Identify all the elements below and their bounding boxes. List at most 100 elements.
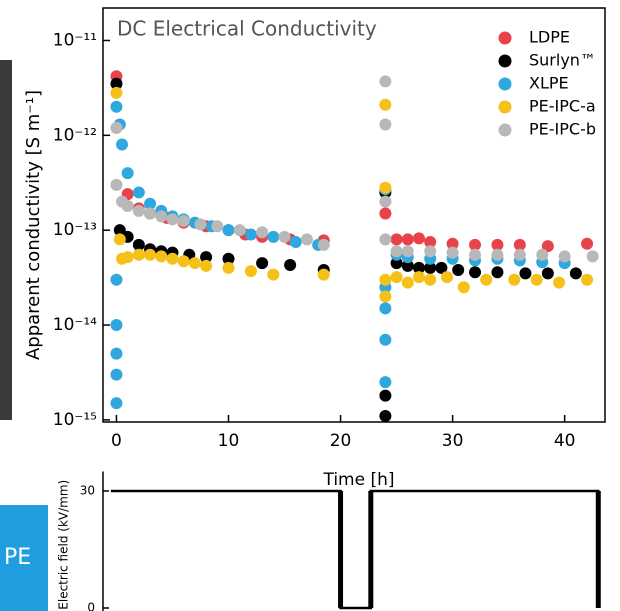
data-point [379, 333, 392, 346]
data-point [519, 267, 532, 280]
data-point [200, 251, 213, 264]
data-point [412, 271, 425, 284]
data-point [390, 245, 403, 258]
data-point [469, 266, 482, 279]
data-point [390, 233, 403, 246]
data-point [513, 238, 526, 251]
data-point [278, 230, 291, 243]
data-point [113, 224, 126, 237]
data-point [553, 276, 566, 289]
data-point [144, 207, 157, 220]
data-point [536, 248, 549, 261]
data-point [581, 273, 594, 286]
data-point [379, 389, 392, 402]
data-point [244, 228, 257, 241]
data-point [317, 238, 330, 251]
data-point [530, 273, 543, 286]
x-tick-label: 10 [218, 431, 240, 451]
data-point [284, 258, 297, 271]
data-point [541, 267, 554, 280]
data-point [116, 138, 129, 151]
data-point [541, 240, 554, 253]
data-point [110, 347, 123, 360]
side-panel [0, 505, 48, 611]
data-point [569, 267, 582, 280]
data-point [110, 178, 123, 191]
x-axis-label: Time [h] [322, 470, 394, 490]
data-point [222, 252, 235, 265]
x-tick-label: 0 [111, 431, 122, 451]
data-point [424, 245, 437, 258]
data-point [586, 250, 599, 263]
data-point [144, 197, 157, 210]
data-point [110, 273, 123, 286]
data-point [244, 265, 257, 278]
legend-label: LDPE [529, 28, 570, 47]
data-point [379, 233, 392, 246]
data-point [452, 264, 465, 277]
data-point [457, 281, 470, 294]
data-point [379, 207, 392, 220]
data-point [110, 100, 123, 113]
legend-label: XLPE [529, 74, 569, 93]
data-point [256, 257, 269, 270]
legend-label: PE-IPC-b [529, 120, 596, 139]
x-tick-label: 30 [442, 431, 464, 451]
data-point [401, 259, 414, 272]
data-point [110, 368, 123, 381]
data-point [110, 397, 123, 410]
data-point [379, 118, 392, 131]
chart-title: DC Electrical Conductivity [117, 17, 377, 41]
data-point [581, 237, 594, 250]
y-tick-label: 10⁻¹⁵ [53, 410, 97, 430]
y-tick-label: 10⁻¹⁴ [53, 315, 97, 335]
data-point [412, 232, 425, 245]
data-point [233, 224, 246, 237]
legend-marker [498, 100, 512, 114]
data-point [379, 273, 392, 286]
data-point [110, 319, 123, 332]
data-point [379, 98, 392, 111]
y-axis-label: Apparent conductivity [S m⁻¹] [23, 90, 44, 360]
data-point [144, 248, 157, 261]
x-tick-label: 20 [330, 431, 352, 451]
y-tick-label: 10⁻¹² [53, 125, 97, 145]
data-point [211, 220, 224, 233]
data-point [401, 245, 414, 258]
y-tick-label: 10⁻¹³ [53, 220, 97, 240]
data-point [401, 233, 414, 246]
legend-marker [498, 123, 512, 137]
data-point [379, 290, 392, 303]
side-panel-text: PE [4, 545, 31, 570]
data-point [558, 250, 571, 263]
data-point [222, 224, 235, 237]
data-point [317, 268, 330, 281]
data-point [121, 167, 134, 180]
data-point [155, 250, 168, 263]
data-point [132, 238, 145, 251]
cropped-image-strip [0, 60, 12, 420]
data-point [256, 226, 269, 239]
data-point [155, 210, 168, 223]
y-tick-label: 0 [87, 601, 95, 611]
data-point [446, 246, 459, 259]
data-point [110, 77, 123, 90]
data-point [132, 204, 145, 217]
y-axis-label: Electric field (kV/mm) [57, 480, 71, 610]
data-point [121, 199, 134, 212]
data-point [379, 75, 392, 88]
data-point [424, 273, 437, 286]
data-point [132, 248, 145, 261]
data-point [132, 186, 145, 199]
data-point [412, 261, 425, 274]
data-point [491, 266, 504, 279]
data-point [166, 213, 179, 226]
data-point [188, 257, 201, 270]
y-tick-label: 30 [80, 484, 95, 498]
data-point [401, 276, 414, 289]
data-point [508, 273, 521, 286]
data-point [379, 195, 392, 208]
data-point [194, 218, 207, 231]
data-point [110, 121, 123, 134]
data-point [222, 261, 235, 274]
